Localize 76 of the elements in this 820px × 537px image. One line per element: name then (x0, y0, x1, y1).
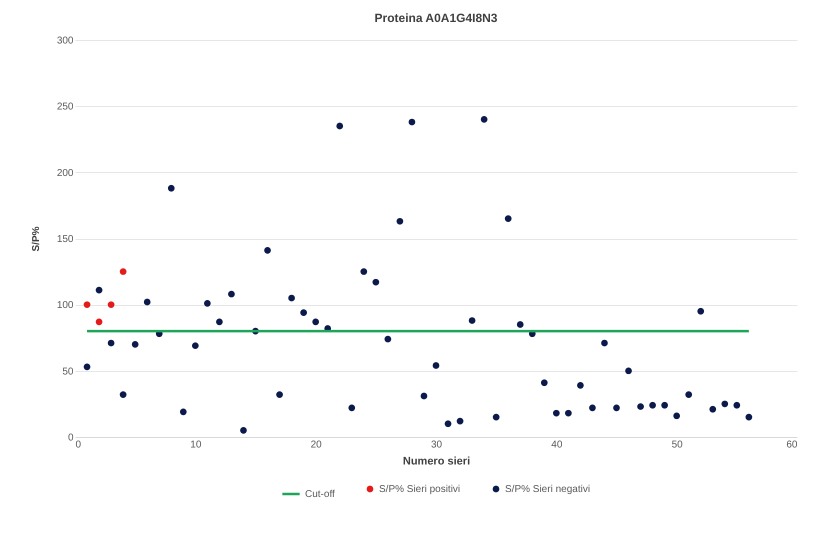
point (372, 278, 380, 286)
point (144, 298, 151, 306)
point (721, 400, 728, 408)
y-tick-label: 100 (56, 300, 74, 312)
y-tick-label: 300 (56, 36, 74, 46)
point (420, 392, 428, 400)
legend-label: Cut-off (305, 489, 336, 500)
point (204, 300, 211, 307)
point (516, 321, 524, 328)
point (120, 391, 126, 398)
point (408, 118, 416, 126)
point (565, 410, 572, 417)
point (444, 420, 452, 428)
x-tick-label: 10 (190, 440, 202, 450)
point (264, 247, 271, 254)
point (132, 341, 139, 348)
point (384, 336, 392, 342)
x-tick-label: 0 (76, 440, 82, 450)
point (360, 268, 368, 275)
point (276, 391, 283, 398)
legend-label: S/P% Sieri positivi (379, 484, 460, 495)
point (432, 362, 440, 369)
point (108, 301, 114, 308)
y-tick-label: 50 (62, 366, 74, 378)
point (733, 402, 740, 409)
point (492, 414, 500, 420)
point (348, 404, 356, 412)
point (746, 414, 752, 420)
x-tick-label: 20 (310, 440, 322, 450)
point (180, 408, 187, 416)
chart-title: Proteina A0A1G4I8N3 (374, 11, 498, 25)
point (589, 404, 596, 412)
point (168, 184, 175, 192)
point (192, 342, 199, 350)
point (216, 318, 223, 326)
point (685, 391, 692, 398)
y-tick-label: 150 (56, 234, 74, 245)
x-axis-title: Numero sieri (402, 456, 470, 468)
x-tick-label: 30 (430, 440, 442, 450)
x-tick-label: 40 (551, 440, 563, 450)
point (288, 294, 295, 302)
point (300, 309, 307, 316)
point (601, 340, 608, 346)
point (456, 418, 464, 424)
point (697, 308, 704, 315)
point (540, 379, 548, 386)
point (649, 402, 656, 409)
point (552, 410, 560, 417)
point (84, 301, 90, 308)
point (120, 268, 126, 275)
point (312, 318, 320, 326)
point (625, 367, 632, 374)
legend-label: S/P% Sieri negativi (505, 484, 590, 495)
point (468, 317, 476, 324)
point (661, 402, 668, 409)
x-tick-label: 60 (786, 440, 798, 450)
point (613, 404, 620, 412)
point (673, 412, 680, 420)
point (577, 382, 584, 389)
point (96, 318, 102, 326)
point (84, 364, 90, 370)
y-tick-label: 250 (56, 102, 74, 113)
y-axis-title: S/P% (30, 226, 42, 252)
point (240, 427, 247, 434)
point (228, 290, 235, 298)
point (396, 218, 404, 225)
point (637, 403, 644, 410)
point (480, 116, 488, 123)
point (504, 215, 512, 222)
y-tick-label: 0 (68, 432, 74, 444)
x-tick-label: 50 (672, 440, 684, 450)
point (709, 406, 716, 413)
point (336, 122, 344, 130)
point (96, 286, 102, 294)
y-tick-label: 200 (56, 168, 74, 179)
point (108, 340, 114, 346)
